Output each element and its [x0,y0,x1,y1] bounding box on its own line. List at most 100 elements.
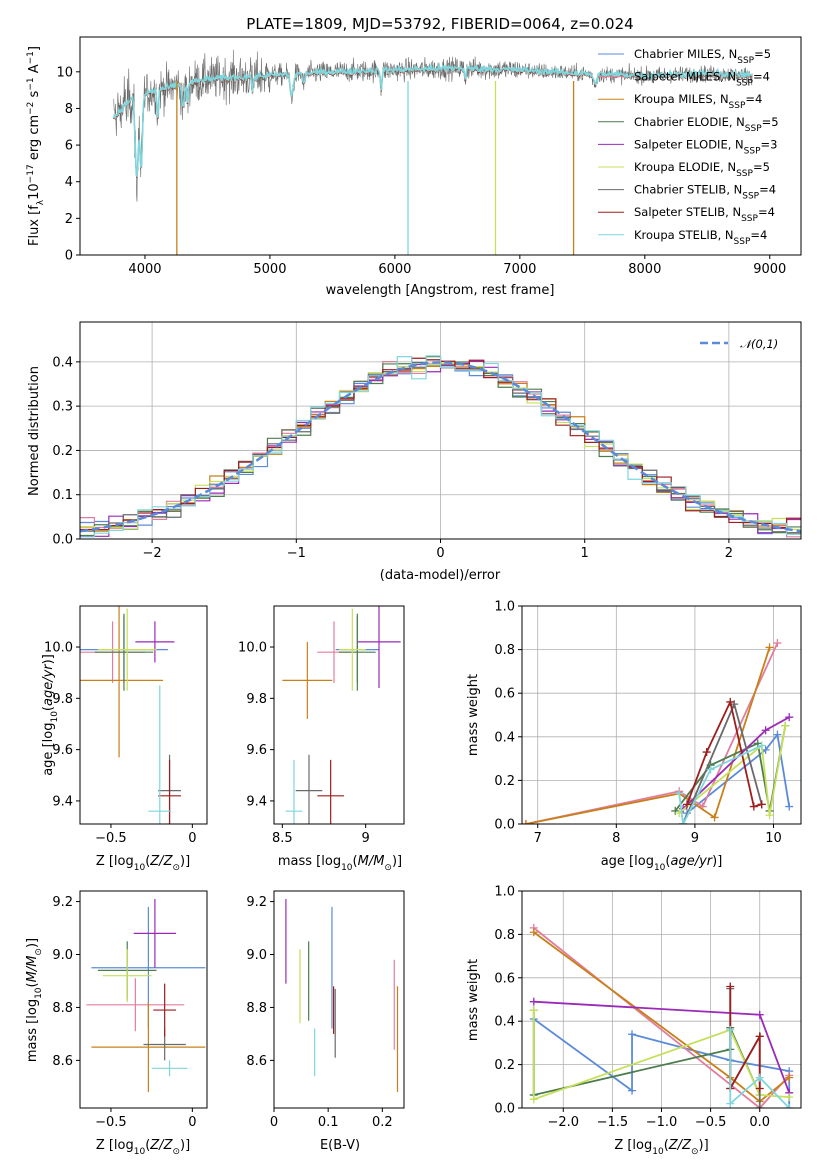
legend-entry-part: Salpeter ELODIE, N [634,137,744,151]
legend-entry-part: =5 [753,160,770,174]
y-axis-title-part: Flux [f [27,205,42,246]
y-tick-label: 1.0 [494,600,515,615]
y-tick-label: 0.6 [494,687,515,702]
legend-entry-part: SSP [744,146,761,156]
y-tick-label: 0.0 [494,1102,515,1117]
plot-area [86,898,206,1093]
series-marker [749,802,758,811]
series-3 [529,1006,764,1099]
plot-area [529,923,794,1108]
x-axis-title-part: )] [699,1138,709,1153]
errorbar-point-4 [357,606,401,689]
legend-entry-part: Salpeter MILES, N [634,70,736,84]
axes-frame [79,890,208,1109]
errorbar-point-2 [282,641,333,719]
x-tick-label: 8 [612,831,620,846]
panel-mass_vs_ebv: 0 0.1 0.2 8.6 8.8 9.0 9.2 E(B-V) [246,890,405,1153]
series-marker [755,1104,764,1108]
series-marker [529,1095,538,1104]
x-tick-label: 8000 [628,262,661,277]
x-axis-title: mass [log10(M/M⊙)] [278,854,402,873]
x-tick-label: −2.0 [547,1115,579,1130]
plot-area [282,606,401,824]
y-axis-title-part: age/yr [41,663,56,706]
x-axis-title-part: Z/Z [149,1138,173,1153]
axes-frame [79,321,802,540]
legend-entry-part: SSP [734,237,751,247]
x-axis-title: E(B-V) [320,1138,360,1153]
x-axis-title-part: 10 [341,863,353,873]
y-tick-label: 0.2 [52,444,73,459]
series-marker [755,1032,764,1041]
x-axis-title-part: )] [180,854,190,869]
legend: Chabrier MILES, N SSP =5 Salpeter MILES, N S… [598,47,779,247]
model-spectrum-line-kroupa-stelib [112,62,753,177]
x-axis-title-part: Z [log [614,1138,652,1153]
y-axis-title-part: erg cm [27,115,42,164]
series-marker [761,726,770,735]
y-tick-label: 2 [65,212,73,227]
legend-entry-part: =4 [753,70,770,84]
legend-entry-part: Chabrier MILES, N [634,47,737,61]
series-marker [785,1073,794,1082]
series-marker [785,713,794,722]
legend-entry-part: Kroupa ELODIE, N [634,160,736,174]
y-tick-label: 0.0 [494,818,515,833]
plot-area [80,606,181,824]
y-tick-label: 0.2 [494,774,515,789]
series-marker [726,1025,735,1034]
series-line [532,1010,761,1097]
x-tick-label: 0.1 [318,1115,339,1130]
axes-frame [79,605,208,825]
legend-entry: 𝒩(0,1) [740,337,778,351]
y-tick-label: 10.0 [44,641,73,656]
series-marker [755,1084,764,1093]
y-axis-title-part: −17 [26,164,36,183]
x-axis-title-part: age [log [601,854,654,869]
errorbar-point-7 [153,983,177,1037]
y-tick-label: 0.2 [494,1058,515,1073]
y-tick-label: 9.8 [246,692,267,707]
legend-entry-part: Chabrier ELODIE, N [634,115,745,129]
legend-entry: Chabrier ELODIE, NSSP=5 [634,115,779,134]
errorbar-point-2 [80,606,164,758]
x-axis-title-part: 10 [134,863,146,873]
legend: 𝒩(0,1) [700,337,778,351]
x-tick-label: 2 [725,546,733,561]
series-marker [702,748,711,757]
y-tick-label: 0 [65,249,73,264]
y-axis-title: Flux [fλ10−17 erg cm−2 s−1 A−1] [26,46,46,246]
x-tick-label: 0 [436,546,444,561]
x-axis-title-part: age/yr [670,854,713,869]
x-axis-title-part: )] [180,1138,190,1153]
y-tick-label: 10 [56,65,73,80]
series-marker [773,730,782,739]
y-tick-label: 0.6 [494,971,515,986]
series-marker [773,639,782,648]
errorbar-point-6 [295,754,323,824]
y-tick-label: 4 [65,175,73,190]
x-axis-title-part: ( [145,1138,150,1153]
y-axis-title-part: 10 [27,183,42,200]
y-tick-label: 9.4 [52,794,73,809]
legend-entry-part: =3 [761,137,778,151]
y-tick-label: 0.3 [52,400,73,415]
errorbar-point-8 [285,759,303,824]
y-tick-label: 0.4 [494,730,515,745]
y-tick-label: 9.2 [246,895,267,910]
x-tick-label: 10 [765,831,782,846]
x-axis-title-part: Z [log [96,854,134,869]
errorbar-point-5 [339,608,366,691]
legend-entry-part: Chabrier STELIB, N [634,183,742,197]
series-marker [679,820,688,824]
y-axis-title-part: mass [log [25,999,40,1062]
histogram-step-8 [80,355,801,538]
legend-entry-part: SSP [729,101,746,111]
y-axis-title-part: )] [25,938,40,948]
y-axis-title-part: A [27,64,42,77]
x-axis-title-part: ⊙ [172,863,180,873]
y-axis-title: age [log10(age/yr)] [41,654,60,776]
series-marker [785,1104,794,1108]
